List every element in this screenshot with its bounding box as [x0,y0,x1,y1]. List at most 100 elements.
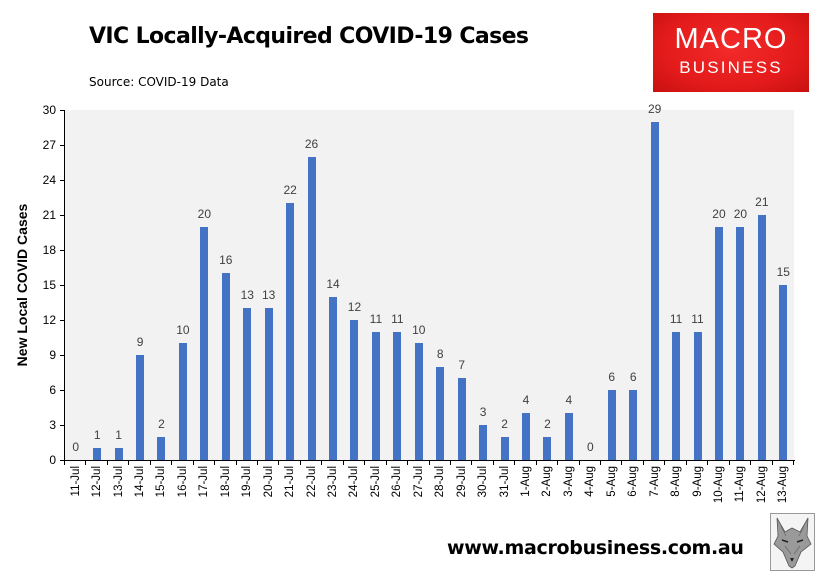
bar [136,355,145,460]
x-tick-mark [707,460,709,465]
x-tick-label: 8-Aug [669,466,683,526]
x-tick-mark [492,460,494,465]
x-tick-label-text: 27-Jul [412,466,425,498]
bar [521,413,530,460]
x-tick-mark [685,460,687,465]
x-tick-label: 22-Jul [305,466,319,526]
y-tick-label: 27 [42,138,56,152]
bar [157,436,166,460]
x-tick-mark [471,460,473,465]
x-tick-label: 30-Jul [476,466,490,526]
data-label: 11 [691,311,704,326]
data-label: 26 [304,136,319,151]
x-tick-mark [664,460,666,465]
x-tick-mark [64,460,65,465]
y-tick-mark [60,285,65,286]
x-tick-label-text: 3-Aug [562,466,575,497]
x-tick-label: 1-Aug [519,466,533,526]
y-tick-mark [60,460,65,461]
x-tick-label: 7-Aug [648,466,662,526]
x-tick-label: 9-Aug [691,466,705,526]
x-tick-mark [407,460,409,465]
y-tick-label: 18 [42,243,56,257]
data-label: 9 [136,335,144,349]
data-label: 11 [391,311,404,326]
x-tick-mark [578,460,580,465]
bar [393,331,402,460]
x-tick-label: 16-Jul [176,466,190,526]
x-tick-label: 27-Jul [412,466,426,526]
x-tick-mark [171,460,173,465]
x-tick-label: 21-Jul [283,466,297,526]
data-label: 29 [647,101,662,116]
x-tick-label-text: 29-Jul [455,466,468,498]
data-label: 20 [712,206,726,221]
x-tick-label-text: 20-Jul [262,466,275,498]
bar [479,425,488,460]
x-tick-mark [621,460,623,465]
x-tick-label: 13-Jul [112,466,126,526]
x-tick-mark [192,460,194,465]
x-tick-mark [793,460,794,465]
x-tick-label: 11-Jul [69,466,83,526]
x-tick-mark [449,460,451,465]
x-tick-label-text: 11-Aug [734,466,747,503]
x-tick-label-text: 6-Aug [627,466,640,497]
bar [243,308,252,460]
data-label: 8 [436,346,444,361]
x-tick-label-text: 11-Jul [69,466,82,497]
x-tick-label-text: 23-Jul [327,466,339,498]
x-tick-label-text: 16-Jul [176,466,189,498]
y-tick-mark [60,145,65,146]
x-tick-label: 6-Aug [626,466,640,526]
logo-line-1: MACRO [674,23,788,55]
x-tick-label: 17-Jul [197,466,211,526]
bar [178,343,187,460]
data-label: 2 [544,416,551,431]
data-label: 10 [176,323,190,338]
x-tick-label: 18-Jul [219,466,233,526]
x-tick-mark [235,460,237,465]
bar [607,390,616,460]
data-label: 2 [501,416,508,431]
x-tick-mark [642,460,644,465]
data-label: 1 [115,428,122,443]
y-tick-mark [60,320,65,321]
x-tick-mark [85,460,87,465]
bar [286,203,295,460]
x-tick-label: 19-Jul [240,466,254,526]
data-label: 6 [629,370,637,384]
y-axis-line [64,110,65,461]
bar [436,366,445,460]
x-tick-mark [321,460,323,465]
x-tick-label-text: 22-Jul [305,466,318,498]
x-tick-label: 11-Aug [733,466,747,526]
data-label: 11 [669,311,683,326]
data-label: 6 [608,370,616,384]
x-tick-mark [128,460,130,465]
x-tick-label: 2-Aug [540,466,554,526]
x-tick-mark [106,460,108,465]
x-tick-label: 20-Jul [262,466,276,526]
bar [264,308,273,460]
data-label: 13 [240,288,254,303]
y-tick-mark [60,250,65,251]
bar [693,331,702,460]
x-tick-mark [214,460,216,465]
logo-line-2: BUSINESS [679,58,783,77]
x-tick-label-text: 12-Jul [91,466,104,498]
x-tick-label-text: 8-Aug [670,466,683,497]
y-tick-label: 0 [49,453,56,467]
bar [93,448,102,460]
x-tick-label: 25-Jul [369,466,383,526]
x-tick-label: 12-Aug [755,466,769,526]
x-tick-label: 23-Jul [326,466,340,526]
x-tick-mark [514,460,516,465]
y-tick-label: 9 [49,348,56,362]
x-tick-label-text: 13-Aug [777,466,790,504]
x-tick-mark [771,460,773,465]
x-tick-mark [278,460,280,465]
data-label: 16 [219,253,233,268]
y-tick-mark [60,425,65,426]
y-tick-label: 24 [42,173,56,187]
